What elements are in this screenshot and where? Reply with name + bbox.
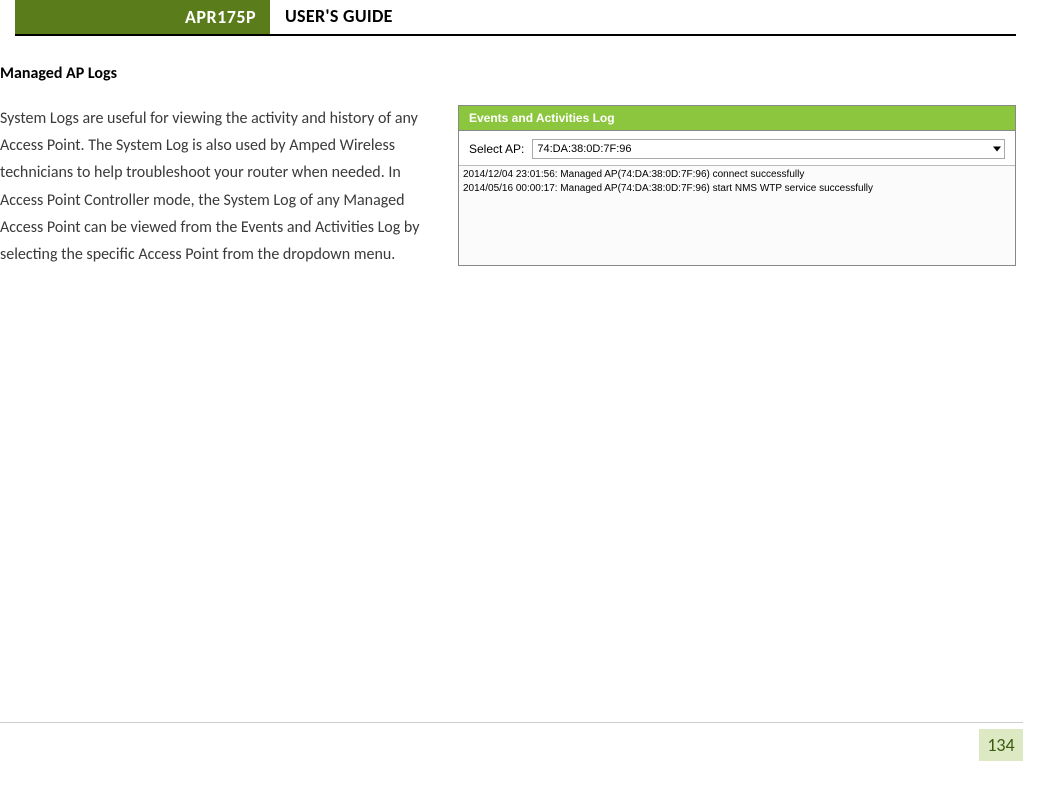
model-badge: APR175P xyxy=(15,0,270,34)
page-number-box: 134 xyxy=(979,729,1023,761)
chevron-down-icon xyxy=(993,147,1001,152)
select-ap-dropdown[interactable]: 74:DA:38:0D:7F:96 xyxy=(532,139,1005,159)
log-textarea[interactable]: 2014/12/04 23:01:56: Managed AP(74:DA:38… xyxy=(459,165,1015,265)
page-number: 134 xyxy=(987,734,1014,756)
doc-title: USER'S GUIDE xyxy=(285,5,393,27)
body-wrap: Events and Activities Log Select AP: 74:… xyxy=(0,105,1016,268)
content-area: Managed AP Logs Events and Activities Lo… xyxy=(0,36,1041,268)
log-line: 2014/12/04 23:01:56: Managed AP(74:DA:38… xyxy=(463,168,1011,182)
select-ap-row: Select AP: 74:DA:38:0D:7F:96 xyxy=(469,139,1005,159)
figure-body: Select AP: 74:DA:38:0D:7F:96 2014/12/04 … xyxy=(459,131,1015,265)
events-log-figure: Events and Activities Log Select AP: 74:… xyxy=(458,105,1016,266)
footer-rule xyxy=(0,722,1023,723)
select-ap-label: Select AP: xyxy=(469,142,524,156)
page-header: APR175P USER'S GUIDE xyxy=(15,0,1016,36)
section-heading: Managed AP Logs xyxy=(0,64,1016,83)
figure-panel-title: Events and Activities Log xyxy=(459,106,1015,131)
log-line: 2014/05/16 00:00:17: Managed AP(74:DA:38… xyxy=(463,182,1011,196)
select-ap-value: 74:DA:38:0D:7F:96 xyxy=(537,143,631,155)
